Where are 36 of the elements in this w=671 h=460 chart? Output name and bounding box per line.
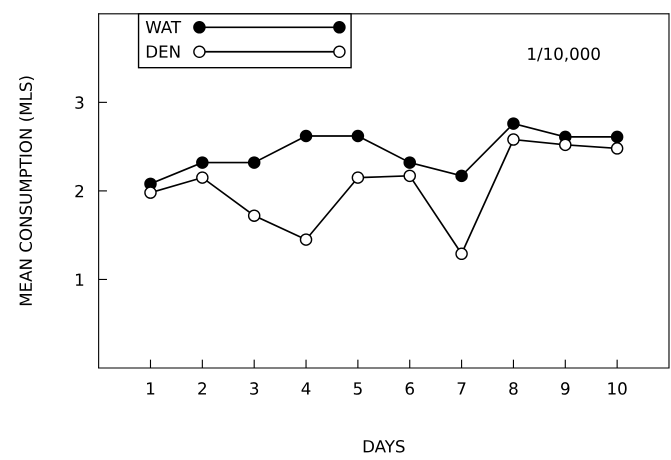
point [455,248,468,260]
x-tick-label: 7 [458,382,466,395]
point [300,130,312,142]
y-tick-label: 2 [75,184,84,198]
annotation: 1/10,000 [528,47,600,62]
legend-label: WAT [146,20,182,34]
x-tick-label: 10 [608,382,627,395]
x-axis-title: DAYS [364,440,405,453]
point [196,171,209,184]
point [610,142,624,155]
point [352,130,364,142]
x-tick-label: 8 [509,382,518,395]
point [403,170,416,182]
point [403,156,416,169]
point [196,156,209,169]
point [559,138,572,152]
x-tick-label: 1 [147,382,154,395]
y-tick-label: 3 [75,96,84,109]
point [300,233,312,246]
legend-label: DEN [146,45,180,58]
point [144,186,157,199]
point [507,117,520,130]
x-tick-label: 6 [406,382,414,395]
x-tick-label: 3 [250,382,258,395]
point [507,133,520,146]
point [455,170,468,182]
y-axis-title: MEAN CONSUMPTION (MLS) [19,76,34,306]
point [248,156,260,169]
point [248,209,260,222]
y-tick-label: 1 [76,274,84,286]
x-tick-label: 5 [354,382,362,395]
x-tick-label: 2 [198,382,206,395]
point [352,171,364,184]
point [610,130,624,144]
x-tick-label: 9 [561,382,570,395]
x-tick-label: 4 [302,382,310,395]
